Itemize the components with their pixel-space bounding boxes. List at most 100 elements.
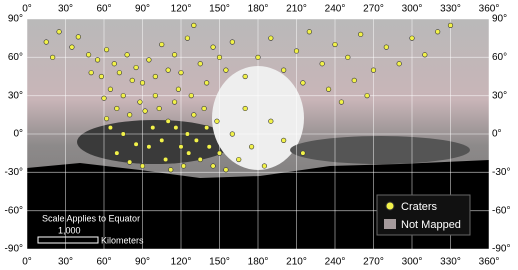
x-tick-label: 330° [440, 4, 461, 15]
crater-point [98, 73, 105, 80]
crater-point [168, 167, 174, 173]
y-tick-label: 0° [13, 129, 23, 140]
crater-point [85, 52, 92, 58]
crater-point [186, 150, 192, 156]
crater-point [351, 77, 357, 83]
x-tick-label: 270° [363, 4, 384, 15]
crater-point [56, 29, 62, 35]
x-tick-label: 120° [171, 4, 192, 15]
crater-point [120, 131, 126, 137]
crater-point [261, 163, 268, 169]
crater-point [300, 150, 306, 156]
crater-point [124, 52, 130, 58]
crater-point [159, 41, 165, 48]
crater-point [150, 125, 156, 131]
crater-point [69, 44, 75, 50]
crater-point [229, 131, 235, 137]
crater-point [171, 99, 178, 105]
x-tick-label: 150° [209, 4, 230, 15]
crater-point [223, 167, 229, 173]
crater-point [165, 67, 171, 73]
scale-rule [37, 236, 99, 244]
x-tick-label: 90° [135, 4, 150, 15]
y-tick-label: -60° [492, 205, 510, 216]
crater-point [248, 144, 255, 150]
crater-point [396, 61, 402, 67]
crater-point [325, 86, 332, 92]
x-tick-label: 210° [286, 257, 307, 268]
crater-point [242, 105, 248, 112]
crater-point [435, 29, 441, 35]
crater-point [268, 118, 274, 124]
y-tick-label: -30° [492, 167, 510, 178]
y-tick-label: 0° [492, 129, 502, 140]
crater-point [223, 67, 229, 73]
crater-point [75, 34, 81, 40]
crater-point [43, 39, 49, 45]
x-tick-label: 120° [171, 257, 192, 268]
crater-point [152, 93, 158, 99]
y-tick-label: -30° [5, 167, 23, 178]
legend-swatch [385, 201, 395, 211]
crater-point [281, 67, 287, 73]
crater-point [107, 86, 114, 92]
scale-title: Scale Applies to Equator [42, 213, 140, 223]
crater-point [191, 112, 197, 118]
scale-bar: Scale Applies to Equator 1,000 Kilometer… [37, 213, 144, 245]
crater-point [216, 150, 223, 156]
crater-point [358, 31, 364, 37]
x-tick-label: 360° [479, 4, 500, 15]
x-tick-label: 180° [248, 257, 269, 268]
crater-point [94, 57, 101, 63]
crater-point [229, 39, 235, 45]
crater-point [204, 80, 210, 86]
crater-point [206, 144, 212, 150]
crater-point [236, 156, 242, 163]
y-tick-label: -60° [5, 205, 23, 216]
crater-point [216, 54, 223, 60]
crater-point [338, 99, 345, 105]
crater-point [210, 163, 216, 169]
crater-point [156, 105, 162, 112]
crater-point [197, 61, 203, 67]
x-tick-label: 30° [58, 4, 73, 15]
x-tick-label: 300° [402, 257, 423, 268]
crater-point [383, 44, 389, 50]
crater-point [127, 159, 133, 165]
crater-point [300, 80, 306, 86]
crater-point [178, 70, 184, 76]
crater-point [178, 144, 184, 150]
crater-point [364, 93, 370, 99]
x-tick-label: 60° [96, 257, 111, 268]
crater-point [180, 163, 187, 169]
y-tick-label: 90° [8, 14, 23, 25]
x-tick-label: 240° [325, 4, 346, 15]
crater-point [332, 41, 338, 48]
y-tick-label: 60° [8, 52, 23, 63]
crater-point [159, 137, 165, 143]
crater-point [146, 144, 152, 150]
crater-point [175, 86, 182, 92]
x-tick-label: 0° [22, 4, 32, 15]
crater-point [345, 54, 351, 60]
y-tick-label: -90° [5, 244, 23, 255]
legend-label: Craters [401, 201, 438, 213]
crater-point [146, 57, 152, 63]
crater-point [204, 125, 210, 131]
crater-point [306, 29, 312, 35]
x-tick-label: 90° [135, 257, 150, 268]
x-tick-label: 270° [363, 257, 384, 268]
crater-point [191, 22, 197, 28]
x-tick-label: 360° [479, 257, 500, 268]
crater-point [129, 77, 135, 83]
y-tick-label: 30° [492, 90, 507, 101]
y-tick-label: -90° [492, 244, 510, 255]
crater-point [293, 48, 300, 54]
crater-point [114, 150, 120, 156]
crater-point [103, 47, 110, 53]
crater-point [197, 156, 203, 163]
crater-point [409, 35, 415, 41]
crater-point [171, 52, 178, 58]
